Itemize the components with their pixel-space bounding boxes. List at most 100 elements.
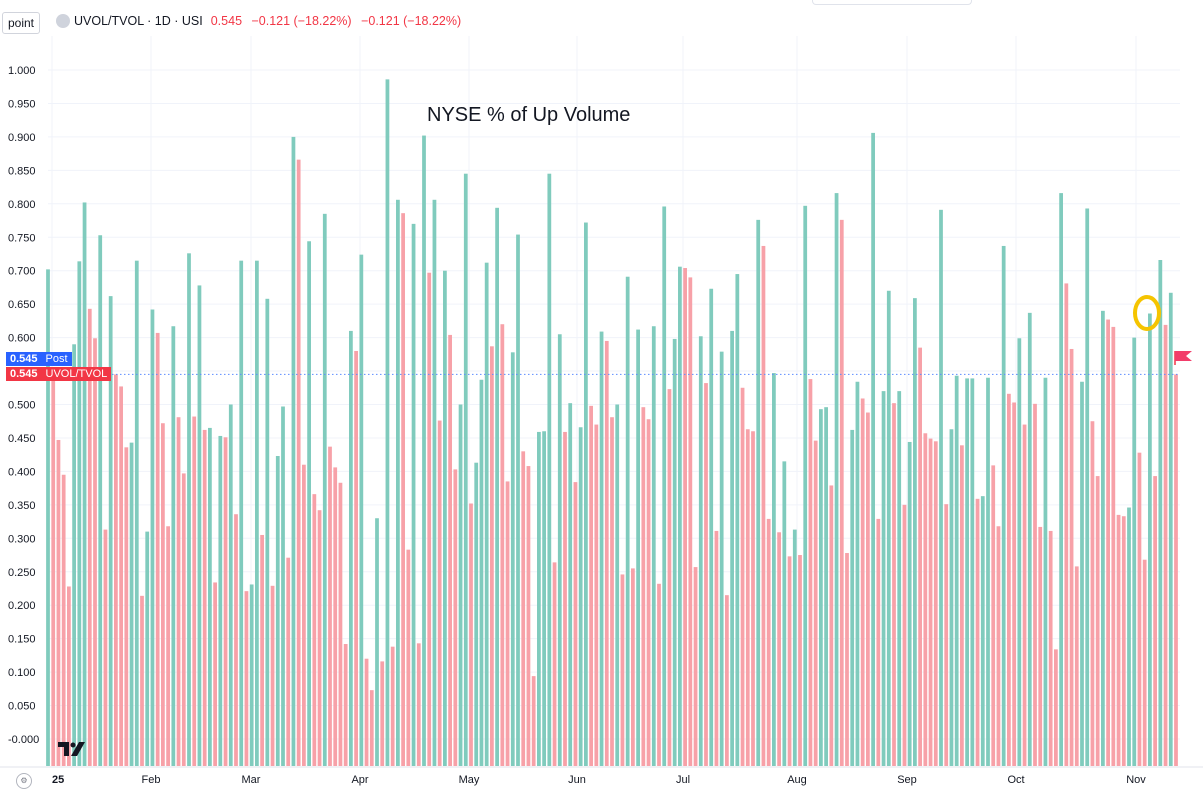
symbol-label[interactable]: UVOL/TVOL · 1D · USI — [74, 14, 203, 28]
bar — [975, 498, 980, 766]
settings-icon[interactable]: ⚙ — [16, 773, 32, 789]
bar — [787, 556, 792, 766]
bar — [1127, 507, 1131, 766]
bar — [260, 534, 264, 766]
bar — [1111, 326, 1116, 766]
bar — [808, 379, 813, 766]
bar — [114, 374, 118, 766]
bar — [557, 334, 562, 766]
post-badge-value: 0.545 — [6, 352, 42, 366]
bar — [302, 464, 306, 766]
bar — [291, 136, 296, 766]
bar — [599, 331, 604, 766]
bar — [751, 431, 755, 766]
bar — [1163, 324, 1168, 766]
bar — [1095, 476, 1100, 766]
y-tick-label: 0.800 — [8, 199, 36, 211]
bar — [150, 309, 155, 766]
bar — [1012, 402, 1016, 766]
bar — [578, 427, 583, 766]
bar — [782, 461, 787, 766]
bar — [1090, 421, 1095, 766]
bar — [589, 405, 593, 766]
bar — [866, 412, 870, 766]
bar — [667, 389, 672, 766]
bar — [907, 441, 912, 766]
bar — [573, 482, 578, 766]
x-tick-label: 25 — [52, 774, 64, 786]
bar — [886, 290, 891, 766]
bar — [933, 441, 938, 766]
bar — [537, 431, 541, 766]
bar — [505, 481, 510, 766]
bar — [714, 530, 719, 766]
bar — [860, 398, 865, 766]
bar — [552, 562, 557, 766]
bar — [845, 553, 849, 766]
bar — [437, 420, 442, 766]
tradingview-logo-icon[interactable] — [58, 742, 86, 756]
bar — [1074, 566, 1079, 766]
bar — [1080, 381, 1084, 766]
bar — [317, 510, 322, 766]
bar — [1106, 319, 1110, 766]
bar — [1116, 514, 1121, 766]
bar — [281, 406, 285, 766]
bar — [1043, 377, 1048, 766]
bar — [129, 442, 134, 766]
bar — [202, 429, 207, 766]
bar — [772, 373, 776, 766]
bar — [970, 378, 975, 766]
x-tick-label: Mar — [242, 774, 261, 786]
bar — [380, 661, 385, 766]
bar — [756, 219, 761, 767]
bar — [636, 329, 640, 766]
bar — [396, 199, 400, 767]
bar — [176, 417, 181, 766]
bar — [218, 435, 223, 766]
bar — [939, 209, 943, 766]
bar — [1022, 424, 1027, 766]
bar — [625, 276, 630, 766]
bar — [986, 377, 990, 766]
bar — [364, 658, 369, 766]
bar — [249, 584, 254, 766]
y-tick-label: 0.600 — [8, 333, 36, 345]
y-tick-label: 0.400 — [8, 466, 36, 478]
x-tick-label: Jun — [568, 774, 586, 786]
bar — [458, 404, 463, 766]
bar — [521, 451, 526, 766]
bar — [416, 643, 421, 766]
bar — [892, 403, 896, 766]
bar — [698, 336, 703, 766]
highlight-circle — [1133, 295, 1161, 331]
bar — [834, 193, 839, 767]
bar — [761, 245, 766, 766]
bar — [542, 431, 546, 766]
bar — [312, 494, 317, 766]
bar — [631, 568, 635, 766]
bar — [876, 518, 881, 766]
bar — [949, 429, 954, 766]
bar — [960, 445, 964, 766]
bar — [902, 504, 907, 766]
bar — [265, 298, 270, 766]
bar — [954, 375, 959, 766]
bar — [427, 272, 432, 766]
flag-icon[interactable] — [1175, 351, 1192, 361]
top-bar — [0, 0, 1203, 8]
bar — [51, 374, 56, 766]
bar — [657, 583, 661, 766]
bar — [1153, 476, 1157, 766]
point-button[interactable]: point — [2, 12, 40, 34]
bar — [719, 351, 724, 766]
y-tick-label: 0.300 — [8, 533, 36, 545]
bar — [798, 555, 802, 766]
tab-hint — [812, 0, 972, 5]
bar — [1059, 193, 1063, 767]
bar — [98, 235, 103, 767]
bar — [913, 298, 917, 766]
bar — [709, 288, 714, 766]
bar — [354, 350, 358, 766]
